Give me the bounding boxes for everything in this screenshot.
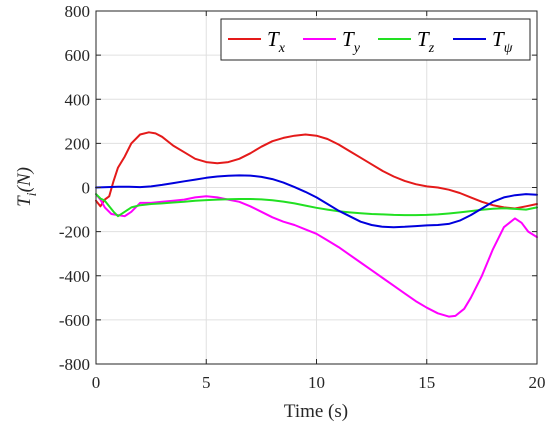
y-tick-label: 600 (65, 46, 91, 65)
legend-label-main: T (492, 27, 505, 51)
series-line-ψ (95, 174, 538, 229)
legend-label-main: T (342, 27, 355, 51)
y-axis-label-main: T (14, 195, 35, 207)
legend-label-z: Tz (417, 27, 435, 56)
series-line-x (95, 131, 538, 210)
legend-label-main: T (267, 27, 280, 51)
legend-label-sub: z (428, 41, 435, 56)
x-tick-label: 15 (418, 373, 435, 392)
legend-label-main: T (417, 27, 430, 51)
y-axis-label-rest: (N) (14, 167, 35, 192)
axis-ticks (95, 10, 538, 365)
y-tick-label: 400 (65, 90, 91, 109)
y-tick-label: -400 (59, 267, 90, 286)
series-layer (95, 131, 538, 318)
y-tick-label: -800 (59, 355, 90, 374)
legend-label-x: Tx (267, 27, 286, 56)
x-axis-label: Time (s) (284, 401, 348, 422)
y-axis-label-sub: i (25, 192, 40, 196)
y-tick-label: -600 (59, 311, 90, 330)
legend-label-sub: y (352, 41, 361, 56)
y-tick-label: -200 (59, 223, 90, 242)
series-line-z (95, 193, 538, 218)
x-tick-label: 0 (92, 373, 101, 392)
x-tick-label: 20 (529, 373, 546, 392)
x-tick-label: 10 (308, 373, 325, 392)
legend: Tx Ty Tz Tψ (220, 18, 531, 61)
series-line-y (95, 193, 538, 318)
y-tick-label: 0 (82, 179, 91, 198)
tick-labels: 0 5 10 15 20 -800 -600 -400 -200 0 200 400 600 800 (59, 2, 546, 392)
legend-label-y: Ty (342, 27, 361, 56)
legend-label-sub: x (278, 41, 286, 56)
y-axis-label: Ti(N) (14, 167, 40, 207)
y-tick-label: 800 (65, 2, 91, 21)
x-tick-label: 5 (202, 373, 211, 392)
y-tick-label: 200 (65, 134, 91, 153)
legend-label-ψ: Tψ (492, 27, 513, 56)
legend-label-sub: ψ (504, 41, 513, 56)
